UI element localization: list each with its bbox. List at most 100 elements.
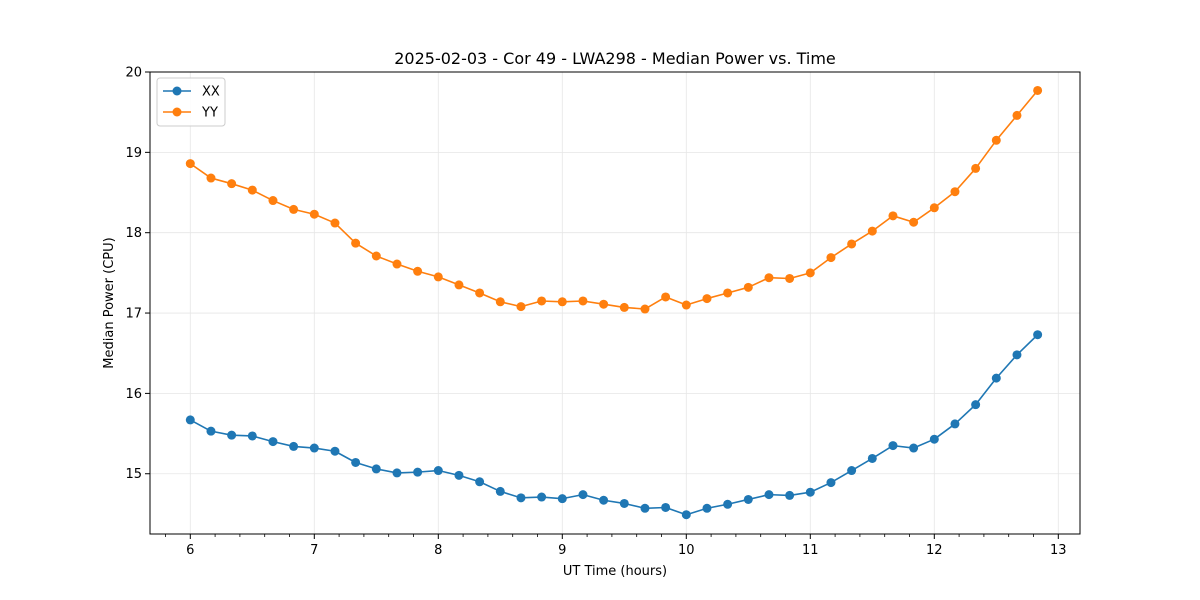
data-point-yy (681, 300, 691, 310)
data-point-xx (537, 492, 547, 502)
data-point-yy (805, 268, 815, 278)
legend-label-xx: XX (202, 85, 220, 100)
data-point-yy (247, 185, 257, 195)
data-point-yy (826, 253, 836, 263)
data-point-yy (888, 211, 898, 221)
data-point-xx (929, 434, 939, 444)
data-point-xx (888, 441, 898, 451)
legend-marker-xx (172, 86, 182, 96)
y-axis-label: Median Power (CPU) (102, 237, 117, 368)
data-point-yy (847, 239, 857, 249)
data-point-yy (227, 179, 237, 189)
data-point-yy (991, 135, 1001, 145)
data-point-yy (475, 288, 485, 298)
data-point-yy (723, 288, 733, 298)
data-point-yy (867, 226, 877, 236)
y-tick-label: 15 (125, 467, 142, 482)
data-point-xx (578, 490, 588, 500)
data-point-yy (206, 173, 216, 183)
data-point-yy (557, 297, 567, 307)
data-point-yy (330, 218, 340, 228)
data-point-xx (805, 487, 815, 497)
legend-marker-yy (172, 107, 182, 117)
x-axis-label: UT Time (hours) (563, 564, 667, 579)
data-point-xx (413, 467, 423, 477)
y-tick-label: 18 (125, 226, 142, 241)
data-point-xx (991, 373, 1001, 383)
data-point-yy (433, 272, 443, 282)
data-point-xx (743, 494, 753, 504)
x-tick-label: 11 (802, 543, 819, 558)
series-layer (185, 85, 1043, 520)
data-point-yy (371, 251, 381, 261)
data-point-yy (495, 297, 505, 307)
data-point-xx (640, 503, 650, 513)
x-tick-label: 13 (1050, 543, 1067, 558)
data-point-xx (1012, 350, 1022, 360)
data-point-yy (909, 217, 919, 227)
data-point-xx (495, 486, 505, 496)
data-point-xx (723, 499, 733, 509)
x-tick-label: 6 (186, 543, 194, 558)
legend-label-yy: YY (201, 106, 218, 121)
data-point-xx (433, 466, 443, 476)
data-point-yy (1012, 110, 1022, 120)
data-point-yy (289, 204, 299, 214)
x-tick-label: 12 (926, 543, 943, 558)
data-point-xx (599, 495, 609, 505)
data-point-xx (785, 490, 795, 500)
chart-title: 2025-02-03 - Cor 49 - LWA298 - Median Po… (394, 49, 836, 68)
data-point-xx (557, 494, 567, 504)
data-point-yy (785, 273, 795, 283)
data-point-xx (661, 502, 671, 512)
data-point-yy (702, 294, 712, 304)
data-point-yy (537, 296, 547, 306)
data-point-yy (309, 209, 319, 219)
data-point-xx (702, 503, 712, 513)
data-point-xx (619, 498, 629, 508)
x-tick-label: 10 (678, 543, 695, 558)
data-point-yy (454, 280, 464, 290)
y-tick-label: 20 (125, 66, 142, 81)
data-point-xx (371, 464, 381, 474)
data-point-yy (1033, 85, 1043, 95)
data-point-xx (867, 453, 877, 463)
y-tick-label: 16 (125, 387, 142, 402)
data-point-yy (764, 273, 774, 283)
data-point-yy (929, 203, 939, 213)
data-point-yy (661, 292, 671, 302)
data-point-yy (599, 299, 609, 309)
data-point-xx (847, 466, 857, 476)
legend: XX YY (156, 77, 226, 127)
data-point-xx (516, 493, 526, 503)
data-point-xx (475, 477, 485, 487)
data-point-xx (1033, 330, 1043, 340)
x-tick-label: 7 (310, 543, 318, 558)
y-tick-label: 17 (125, 307, 142, 322)
data-point-xx (206, 426, 216, 436)
data-point-xx (309, 443, 319, 453)
data-point-yy (268, 196, 278, 206)
data-point-yy (516, 302, 526, 312)
data-point-yy (971, 163, 981, 173)
data-point-xx (826, 478, 836, 488)
data-point-xx (289, 441, 299, 451)
data-point-xx (971, 400, 981, 410)
axis-ticks: 6 7 8 9 10 11 12 13 15 16 17 18 19 20 (125, 66, 1066, 559)
x-tick-label: 9 (558, 543, 566, 558)
data-point-xx (247, 431, 257, 441)
data-point-xx (909, 443, 919, 453)
data-point-yy (185, 159, 195, 169)
data-point-xx (268, 437, 278, 447)
data-point-xx (454, 470, 464, 480)
data-point-xx (681, 510, 691, 520)
data-point-xx (764, 490, 774, 500)
data-point-yy (578, 296, 588, 306)
data-point-yy (743, 282, 753, 292)
data-point-yy (392, 259, 402, 269)
y-tick-label: 19 (125, 146, 142, 161)
data-point-xx (185, 415, 195, 425)
data-point-yy (413, 266, 423, 276)
data-point-yy (950, 187, 960, 197)
